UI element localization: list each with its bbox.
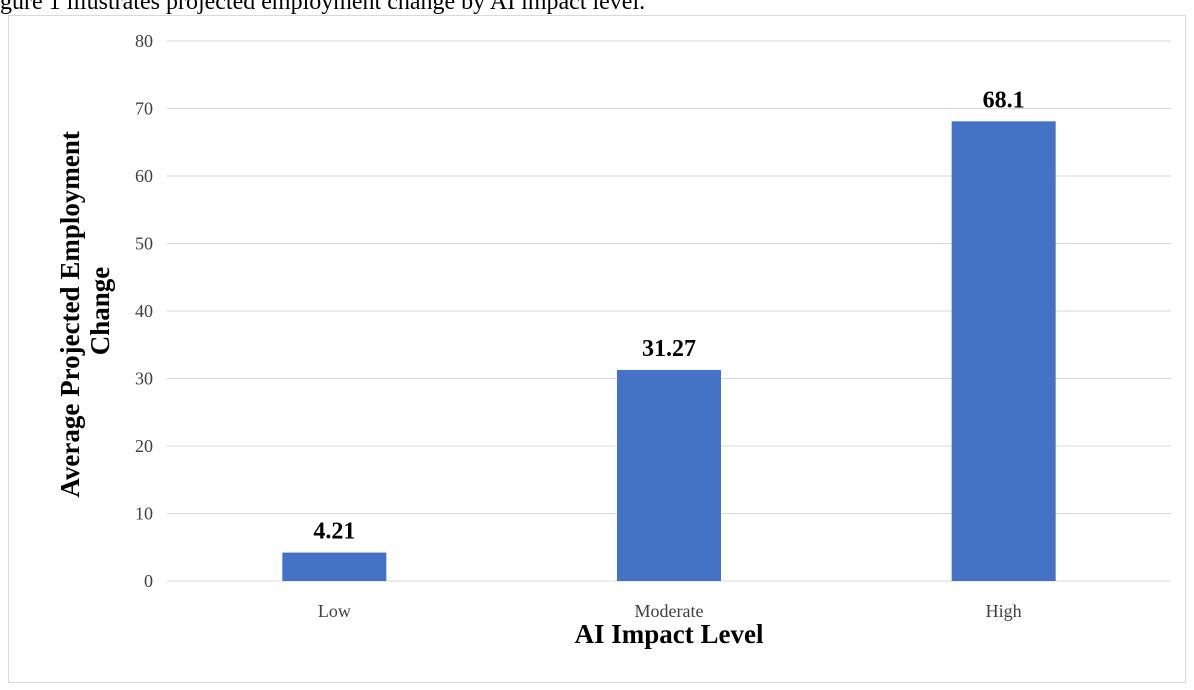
gridlines xyxy=(167,40,1171,582)
data-labels: 4.21 31.27 68.1 xyxy=(313,87,1024,544)
bar-high xyxy=(951,121,1056,581)
y-tick-label: 70 xyxy=(135,99,153,119)
y-tick-label: 10 xyxy=(135,504,153,524)
x-category-labels: Low Moderate High xyxy=(318,601,1022,621)
x-tick-label-high: High xyxy=(986,601,1022,621)
bars xyxy=(282,121,1056,581)
bar-low xyxy=(282,552,387,581)
chart-frame: 0 10 20 30 40 50 60 70 80 4.21 31.27 68.1 Low Moder… xyxy=(8,15,1186,683)
data-label-low: 4.21 xyxy=(313,519,355,545)
y-tick-labels: 0 10 20 30 40 50 60 70 80 xyxy=(135,31,153,591)
y-tick-label: 60 xyxy=(135,166,153,186)
y-tick-label: 80 xyxy=(135,31,153,51)
y-axis-title: Average Projected Employment Change xyxy=(55,124,115,497)
x-axis-title: AI Impact Level xyxy=(575,619,764,649)
bar-chart: 0 10 20 30 40 50 60 70 80 4.21 31.27 68.1 Low Moder… xyxy=(55,31,1171,649)
y-tick-label: 40 xyxy=(135,301,153,321)
data-label-moderate: 31.27 xyxy=(642,336,696,362)
x-tick-label-low: Low xyxy=(318,601,351,621)
y-axis-title-line-2: Change xyxy=(85,267,115,356)
y-tick-label: 50 xyxy=(135,234,153,254)
y-tick-label: 0 xyxy=(144,571,153,591)
x-tick-label-moderate: Moderate xyxy=(635,601,704,621)
figure-caption: gure 1 illustrates projected employment … xyxy=(0,0,646,15)
bar-moderate xyxy=(617,369,721,581)
y-axis-title-line-1: Average Projected Employment xyxy=(55,131,85,497)
data-label-high: 68.1 xyxy=(983,87,1025,113)
y-tick-label: 30 xyxy=(135,369,153,389)
y-tick-label: 20 xyxy=(135,436,153,456)
